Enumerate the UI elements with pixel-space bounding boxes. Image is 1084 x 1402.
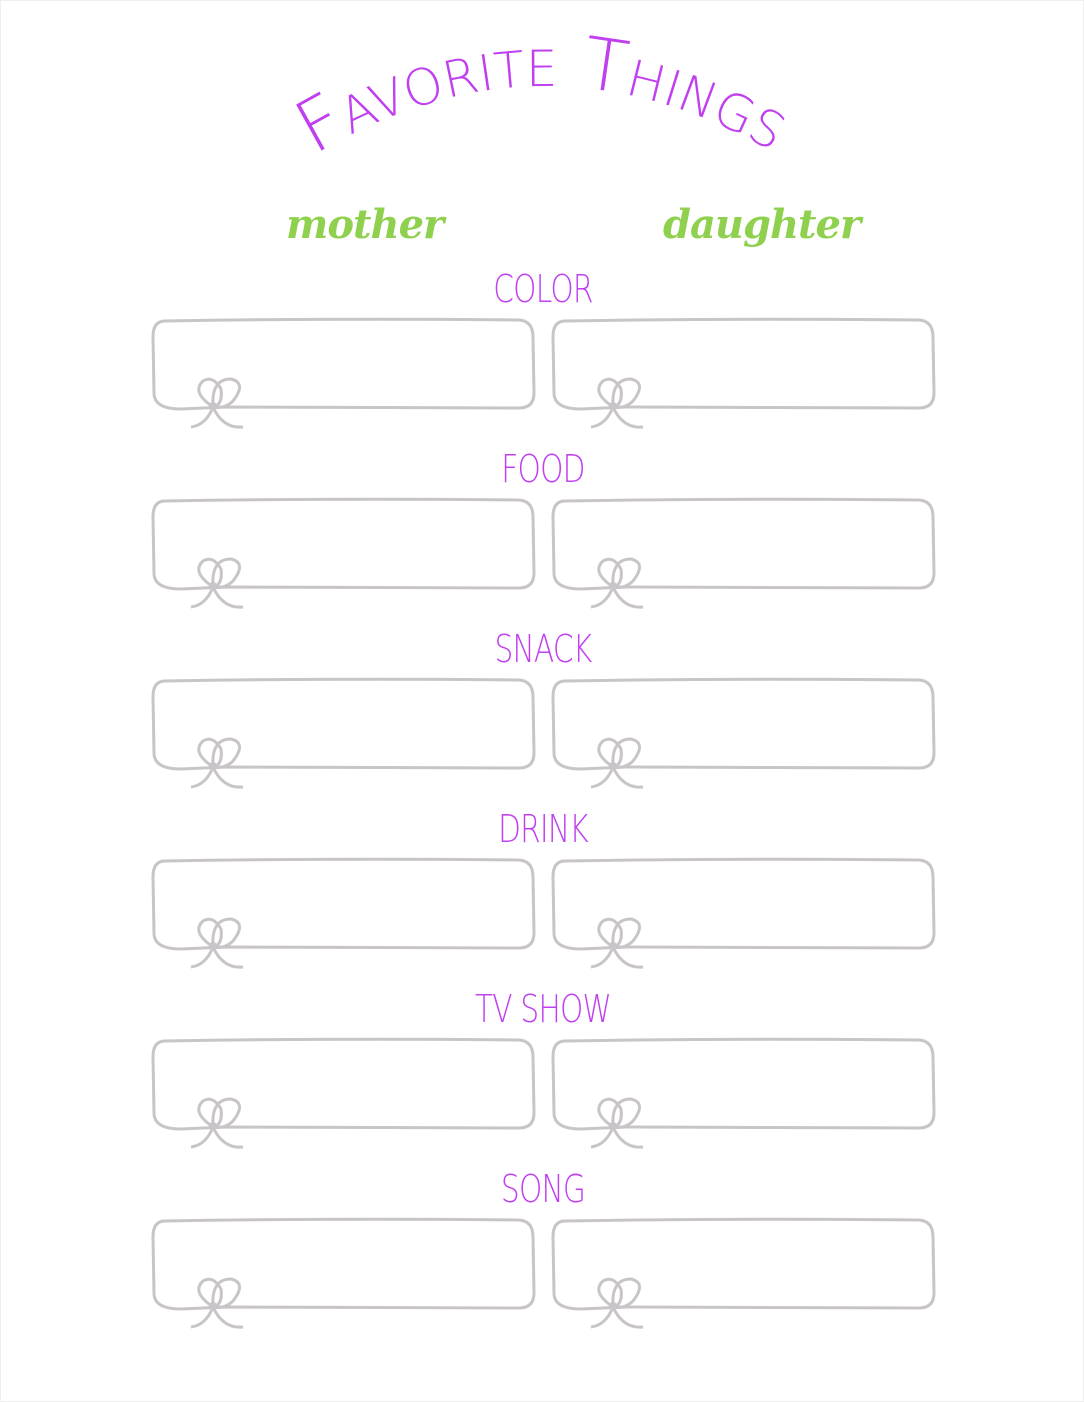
category-label: TV SHOW (474, 987, 612, 1031)
bow-icon (551, 857, 936, 969)
category-label: SONG (500, 1167, 586, 1211)
category-label: DRINK (498, 807, 589, 851)
answer-box-mother[interactable] (151, 1037, 537, 1149)
answer-box-mother[interactable] (151, 317, 537, 429)
answer-box-daughter[interactable] (551, 857, 937, 969)
bow-icon (151, 317, 536, 429)
bow-icon (551, 317, 936, 429)
answer-box-mother[interactable] (151, 497, 537, 609)
category-label: FOOD (501, 447, 585, 491)
bow-icon (551, 1217, 936, 1329)
answer-box-mother[interactable] (151, 677, 537, 789)
page-title-arc: Favorite Things (281, 19, 804, 170)
bow-icon (151, 497, 536, 609)
column-label-daughter: daughter (663, 201, 861, 248)
answer-box-daughter[interactable] (551, 317, 937, 429)
answer-box-daughter[interactable] (551, 677, 937, 789)
answer-box-daughter[interactable] (551, 1037, 937, 1149)
svg-text:Favorite Things: Favorite Things (281, 19, 804, 170)
answer-box-mother[interactable] (151, 1217, 537, 1329)
answer-box-daughter[interactable] (551, 1217, 937, 1329)
column-label-mother: mother (286, 201, 444, 248)
page-title: Favorite Things (281, 19, 804, 170)
bow-icon (151, 677, 536, 789)
bow-icon (551, 677, 936, 789)
bow-icon (151, 1037, 536, 1149)
bow-icon (551, 497, 936, 609)
bow-icon (151, 857, 536, 969)
answer-box-daughter[interactable] (551, 497, 937, 609)
bow-icon (151, 1217, 536, 1329)
bow-icon (551, 1037, 936, 1149)
category-label: COLOR (493, 267, 593, 311)
answer-box-mother[interactable] (151, 857, 537, 969)
category-label: SNACK (494, 627, 593, 671)
